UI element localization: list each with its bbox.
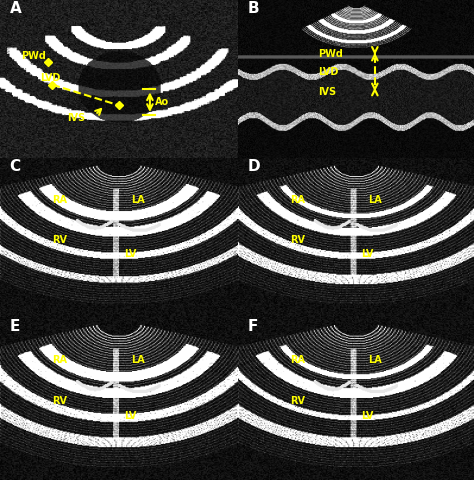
Text: E: E <box>9 318 20 333</box>
Text: C: C <box>9 159 21 174</box>
Text: RV: RV <box>290 396 305 405</box>
Text: LV: LV <box>124 249 136 259</box>
Text: IVS: IVS <box>67 112 85 122</box>
Text: LVD: LVD <box>318 66 338 76</box>
Text: PWd: PWd <box>318 49 343 59</box>
Text: LVD: LVD <box>40 73 61 83</box>
Text: F: F <box>247 318 258 333</box>
Text: LA: LA <box>368 195 382 205</box>
Text: RV: RV <box>52 396 67 405</box>
Text: A: A <box>9 0 21 16</box>
Text: RV: RV <box>290 234 305 244</box>
Text: PWd: PWd <box>21 50 46 60</box>
Text: LV: LV <box>124 410 136 420</box>
Text: RA: RA <box>290 355 305 364</box>
Text: RA: RA <box>52 195 67 205</box>
Text: LA: LA <box>131 355 145 364</box>
Text: RA: RA <box>290 195 305 205</box>
Text: RV: RV <box>52 234 67 244</box>
Text: IVS: IVS <box>318 87 337 97</box>
Text: LV: LV <box>361 410 373 420</box>
Text: D: D <box>247 159 260 174</box>
Text: LV: LV <box>361 249 373 259</box>
Text: Ao: Ao <box>155 96 169 107</box>
Text: LA: LA <box>368 355 382 364</box>
Text: RA: RA <box>52 355 67 364</box>
Text: LA: LA <box>131 195 145 205</box>
Text: B: B <box>247 0 259 16</box>
